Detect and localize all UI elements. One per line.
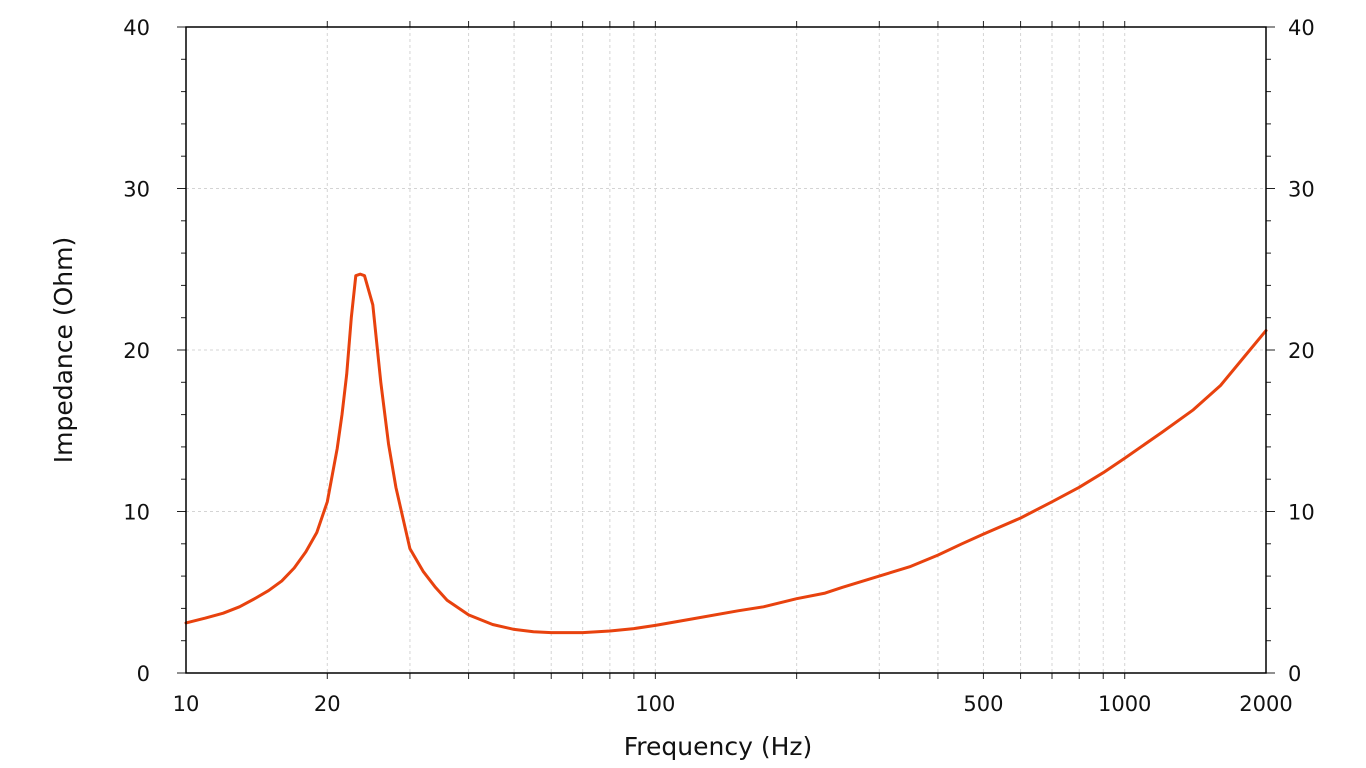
- x-tick-label: 10: [173, 692, 200, 716]
- x-tick-label: 500: [963, 692, 1003, 716]
- x-tick-label: 20: [314, 692, 341, 716]
- y-tick-label: 20: [123, 339, 150, 363]
- right-y-tick-label: 0: [1288, 662, 1301, 686]
- impedance-curve: [184, 272, 1268, 635]
- tick-marks: [177, 21, 1275, 679]
- right-y-tick-labels: 0 10 20 30 40: [1288, 16, 1315, 686]
- x-tick-label: 1000: [1098, 692, 1151, 716]
- right-y-tick-label: 40: [1288, 16, 1315, 40]
- x-tick-label: 2000: [1239, 692, 1292, 716]
- plot-frame: [185, 26, 1267, 674]
- x-tick-label: 100: [635, 692, 675, 716]
- y-tick-label: 0: [137, 662, 150, 686]
- grid-lines: [186, 27, 1266, 673]
- right-y-tick-label: 10: [1288, 501, 1315, 525]
- x-axis-title: Frequency (Hz): [624, 732, 813, 761]
- y-tick-label: 10: [123, 501, 150, 525]
- right-y-tick-label: 20: [1288, 339, 1315, 363]
- x-tick-labels: 10 20 100 500 1000 2000: [173, 692, 1293, 716]
- y-tick-label: 30: [123, 178, 150, 202]
- y-tick-label: 40: [123, 16, 150, 40]
- left-y-tick-labels: 0 10 20 30 40: [123, 16, 150, 686]
- y-axis-title: Impedance (Ohm): [49, 237, 78, 463]
- right-y-tick-label: 30: [1288, 178, 1315, 202]
